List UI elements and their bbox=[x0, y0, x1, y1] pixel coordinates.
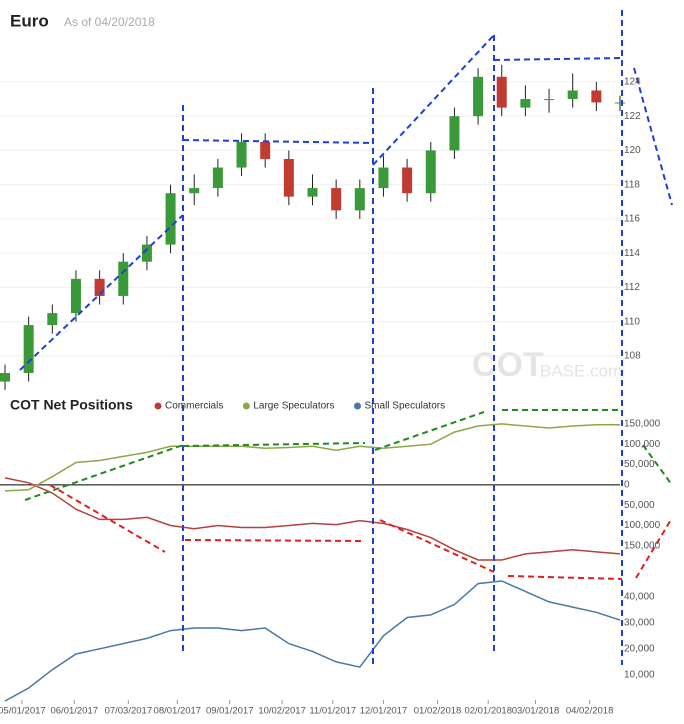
x-tick-label: 07/03/2017 bbox=[105, 706, 153, 717]
y-tick-label: 110 bbox=[624, 316, 640, 327]
legend-title: COT Net Positions bbox=[10, 397, 133, 413]
chart-subtitle: As of 04/20/2018 bbox=[64, 15, 155, 29]
series-line bbox=[4, 477, 621, 561]
x-tick-label: 08/01/2017 bbox=[154, 706, 202, 717]
x-tick-label: 04/02/2018 bbox=[566, 706, 614, 717]
candle-body bbox=[567, 90, 578, 100]
y2-tick-label: 10,000 bbox=[624, 670, 655, 681]
y-tick-label: 100,000 bbox=[624, 520, 661, 531]
y-tick-label: 108 bbox=[624, 351, 641, 362]
candle-body bbox=[378, 167, 389, 189]
x-tick-label: 12/01/2017 bbox=[360, 706, 408, 717]
y-tick-label: 116 bbox=[624, 214, 640, 225]
y-tick-label: 150,000 bbox=[624, 419, 661, 430]
x-tick-label: 05/01/2017 bbox=[0, 706, 46, 717]
legend-label: Small Speculators bbox=[365, 401, 446, 412]
legend-marker bbox=[354, 402, 362, 410]
candle-body bbox=[94, 278, 105, 296]
x-tick-label: 09/01/2017 bbox=[206, 706, 254, 717]
x-tick-label: 11/01/2017 bbox=[309, 706, 356, 717]
y-tick-label: 50,000 bbox=[624, 500, 655, 511]
candle-body bbox=[70, 278, 81, 314]
candle-body bbox=[496, 76, 507, 108]
candle-body bbox=[449, 116, 460, 151]
legend-marker bbox=[154, 402, 162, 410]
candle-body bbox=[331, 188, 342, 211]
candle-body bbox=[615, 102, 625, 104]
candle-body bbox=[307, 188, 318, 197]
candle-body bbox=[236, 141, 247, 168]
legend-label: Large Speculators bbox=[253, 401, 334, 412]
trend-annotations bbox=[19, 10, 673, 665]
candle-body bbox=[212, 167, 223, 189]
series-line bbox=[4, 580, 621, 702]
candle-body bbox=[402, 167, 413, 194]
candle-body bbox=[520, 99, 531, 108]
candle-body bbox=[47, 313, 58, 326]
candle-body bbox=[0, 373, 10, 382]
x-tick-label: 10/02/2017 bbox=[258, 706, 306, 717]
y-tick-label: 50,000 bbox=[624, 459, 655, 470]
watermark: BASE.com bbox=[540, 361, 622, 380]
y-tick-label: 0 bbox=[624, 479, 630, 490]
y2-tick-label: 40,000 bbox=[624, 591, 655, 602]
x-tick-label: 06/01/2017 bbox=[50, 706, 98, 717]
y-tick-label: 122 bbox=[624, 111, 641, 122]
x-tick-label: 01/02/2018 bbox=[414, 706, 462, 717]
candle-body bbox=[260, 141, 271, 159]
legend-label: Commercials bbox=[165, 401, 223, 412]
candle-body bbox=[425, 150, 436, 194]
x-tick-label: 02/01/2018 bbox=[464, 706, 512, 717]
candle-body bbox=[165, 193, 176, 245]
watermark: COT bbox=[472, 346, 544, 384]
candle-body bbox=[283, 158, 294, 197]
candle-body bbox=[473, 76, 484, 117]
candle-body bbox=[354, 188, 365, 211]
chart-title: Euro bbox=[10, 11, 49, 30]
y-tick-label: 118 bbox=[624, 179, 640, 190]
y-tick-label: 150,000 bbox=[624, 540, 661, 551]
candle-body bbox=[544, 99, 555, 101]
x-tick-label: 03/01/2018 bbox=[512, 706, 560, 717]
candle-body bbox=[189, 188, 200, 194]
y-tick-label: 114 bbox=[624, 248, 640, 259]
y-tick-label: 120 bbox=[624, 145, 641, 156]
candle-body bbox=[591, 90, 602, 103]
y-tick-label: 100,000 bbox=[624, 439, 661, 450]
legend-marker bbox=[242, 402, 250, 410]
candle-body bbox=[23, 325, 34, 374]
y2-tick-label: 30,000 bbox=[624, 617, 655, 628]
y-tick-label: 124 bbox=[624, 77, 641, 88]
y2-tick-label: 20,000 bbox=[624, 643, 655, 654]
y-tick-label: 112 bbox=[624, 282, 640, 293]
series-line bbox=[4, 423, 620, 492]
candle-body bbox=[118, 261, 129, 296]
candle-body bbox=[141, 244, 152, 262]
